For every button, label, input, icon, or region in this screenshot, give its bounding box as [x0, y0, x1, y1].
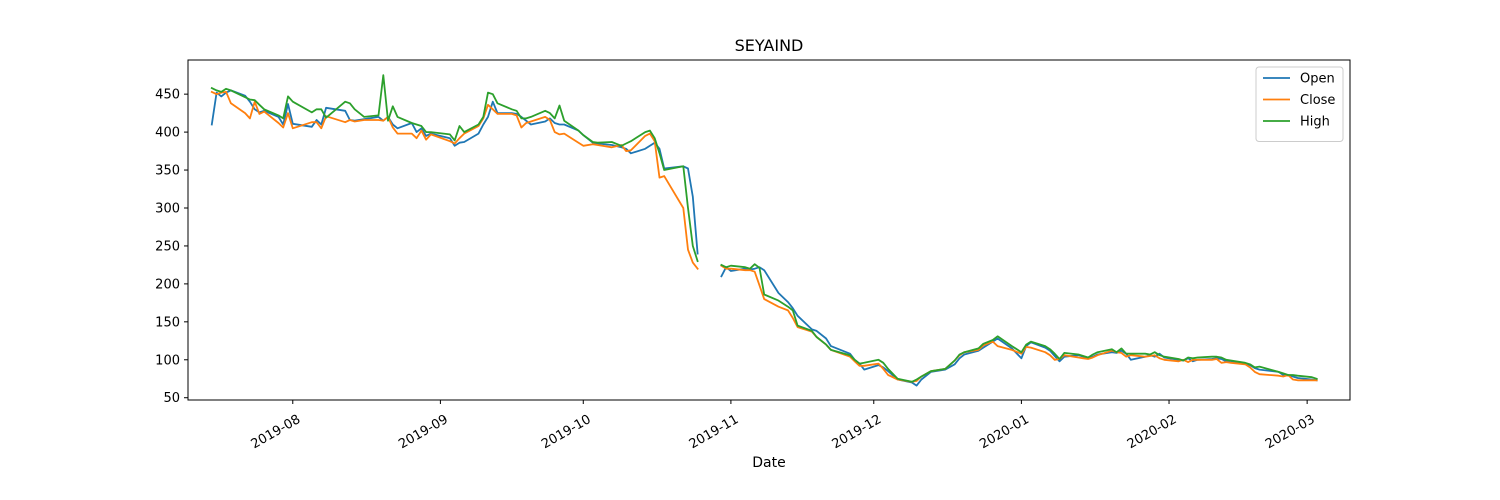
legend-label-high: High: [1300, 115, 1330, 130]
x-tick-label: 2020-01: [977, 412, 1032, 452]
legend: Open Close High: [1255, 66, 1344, 142]
y-tick-label: 350: [155, 164, 180, 179]
x-tick-label: 2019-08: [249, 412, 304, 452]
y-tick-label: 300: [155, 201, 180, 216]
x-tick-label: 2020-02: [1125, 412, 1180, 452]
x-axis: 2019-08 2019-09 2019-10 2019-11 2019-12 2020-…: [249, 400, 1318, 452]
y-tick-label: 100: [155, 353, 180, 368]
series-line-open: [210, 89, 1318, 387]
series-line-high: [210, 74, 1318, 383]
x-tick-label: 2020-03: [1263, 412, 1318, 452]
chart-title: SEYAIND: [735, 36, 804, 55]
y-tick-label: 400: [155, 126, 180, 141]
y-axis: 50 100 150 200 250 300 350 400 450: [155, 88, 188, 406]
x-tick-label: 2019-11: [687, 412, 742, 452]
plot-area-frame: [187, 59, 1351, 401]
x-tick-label: 2019-09: [396, 412, 451, 452]
legend-label-close: Close: [1300, 93, 1335, 108]
y-tick-label: 450: [155, 88, 180, 103]
series-line-close: [210, 90, 1318, 383]
x-tick-label: 2019-12: [830, 412, 885, 452]
x-axis-label: Date: [752, 455, 785, 471]
series-layer: [210, 74, 1318, 387]
legend-label-open: Open: [1300, 72, 1335, 87]
y-tick-label: 200: [155, 277, 180, 292]
legend-box: [1255, 66, 1344, 142]
y-tick-label: 250: [155, 239, 180, 254]
y-tick-label: 50: [163, 391, 180, 406]
x-tick-label: 2019-10: [539, 412, 594, 452]
y-tick-label: 150: [155, 315, 180, 330]
